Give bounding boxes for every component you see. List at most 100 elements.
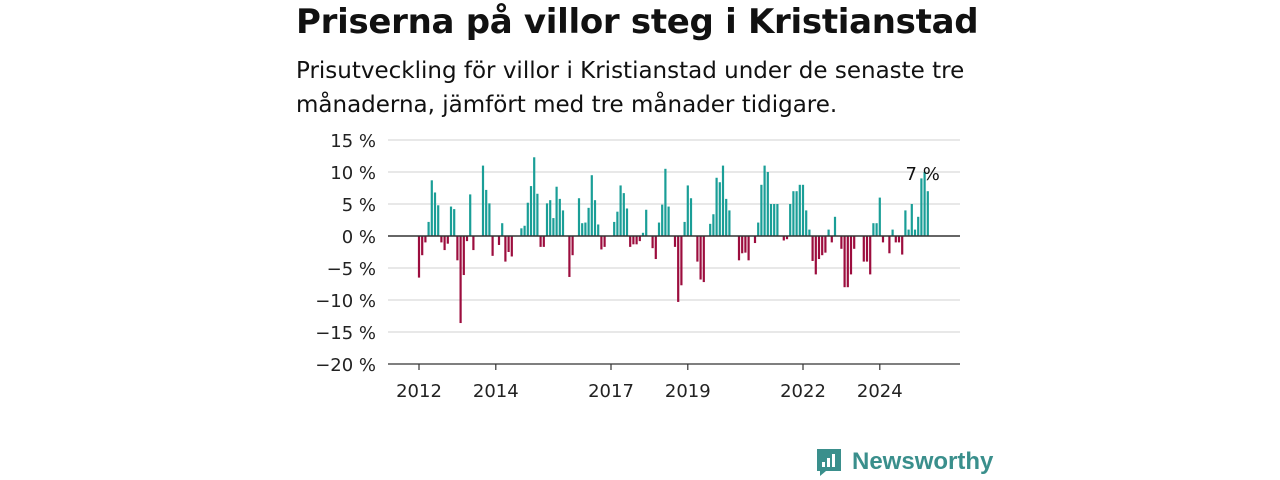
bar (462, 236, 465, 276)
bar (584, 222, 587, 236)
bar (721, 165, 725, 236)
bar (597, 224, 600, 236)
bar (862, 236, 865, 262)
bar (510, 236, 513, 257)
bar (680, 236, 683, 286)
y-tick-label: −20 % (315, 355, 376, 376)
bar (664, 168, 667, 236)
bar (651, 236, 654, 249)
bar (539, 236, 542, 247)
x-axis-ticks: 2012 2014 2017 2019 2022 2024 (396, 364, 903, 402)
bar (440, 236, 443, 243)
bar (824, 236, 827, 253)
bar (811, 236, 814, 261)
bar (661, 204, 664, 236)
bar (830, 236, 833, 243)
bar (577, 198, 581, 236)
bar (696, 236, 699, 262)
bar (853, 236, 856, 249)
bar (763, 165, 766, 236)
bar (798, 184, 801, 236)
bar (846, 236, 849, 288)
bar (427, 221, 430, 236)
bar (472, 236, 475, 251)
bar (491, 236, 494, 256)
bar (744, 236, 747, 253)
bar (600, 236, 603, 250)
bar (923, 172, 926, 236)
bar (741, 236, 744, 254)
bar (789, 204, 792, 236)
bar (421, 236, 424, 256)
bar (657, 222, 661, 236)
x-tick-label: 2017 (588, 381, 634, 402)
annotation-label: 7 % (906, 164, 940, 185)
bar (437, 205, 440, 236)
y-tick-label: 0 % (342, 227, 376, 248)
bar (453, 209, 456, 236)
bar (469, 194, 472, 236)
bar (629, 236, 632, 247)
brand-name: Newsworthy (852, 448, 994, 475)
bar (568, 236, 571, 277)
bar (869, 236, 872, 275)
bar (501, 223, 504, 236)
bar (459, 236, 462, 324)
bar (872, 223, 875, 236)
bar (465, 236, 469, 242)
bar (888, 236, 891, 254)
bar (773, 204, 776, 236)
bar (635, 236, 638, 245)
bar (840, 236, 843, 249)
x-tick-label: 2012 (396, 381, 442, 402)
y-tick-label: −5 % (327, 259, 376, 280)
bar (654, 236, 657, 260)
bar (520, 228, 523, 236)
chart-title: Priserna på villor steg i Kristianstad (296, 2, 979, 42)
bar (673, 236, 677, 247)
bar (718, 182, 721, 236)
bar (875, 223, 878, 236)
bar (760, 184, 763, 236)
bar (821, 236, 824, 256)
bar (619, 185, 622, 236)
bar (485, 189, 488, 236)
bar (590, 175, 593, 236)
bar (776, 204, 779, 236)
bar (865, 236, 869, 262)
y-tick-label: 15 % (330, 131, 376, 152)
bar (878, 197, 881, 236)
bar-chart: 15 %10 %5 %0 %−5 %−10 %−15 %−20 % 2012 20… (315, 131, 960, 402)
bar (920, 178, 923, 236)
bar (449, 206, 453, 236)
bar (497, 236, 501, 245)
bar (446, 236, 449, 244)
bar (686, 185, 689, 236)
bar (833, 216, 837, 236)
bar (747, 236, 750, 261)
bar (552, 218, 555, 236)
bar (725, 198, 728, 236)
bar (894, 236, 897, 243)
bar (712, 214, 715, 236)
y-tick-label: 10 % (330, 163, 376, 184)
bar (625, 208, 629, 236)
bar (488, 203, 491, 236)
bar (616, 211, 619, 236)
bar (677, 236, 680, 302)
bar (667, 206, 670, 236)
bars (417, 157, 929, 324)
x-tick-label: 2019 (665, 381, 711, 402)
bar (683, 221, 686, 236)
y-tick-label: −15 % (315, 323, 376, 344)
bar (641, 232, 645, 236)
bar (817, 236, 821, 260)
bar (766, 172, 769, 236)
y-tick-label: 5 % (342, 195, 376, 216)
bar (603, 236, 606, 247)
bar (581, 223, 584, 236)
bar (904, 210, 907, 236)
bar (456, 236, 459, 261)
bar (593, 200, 597, 236)
bar (632, 236, 635, 245)
